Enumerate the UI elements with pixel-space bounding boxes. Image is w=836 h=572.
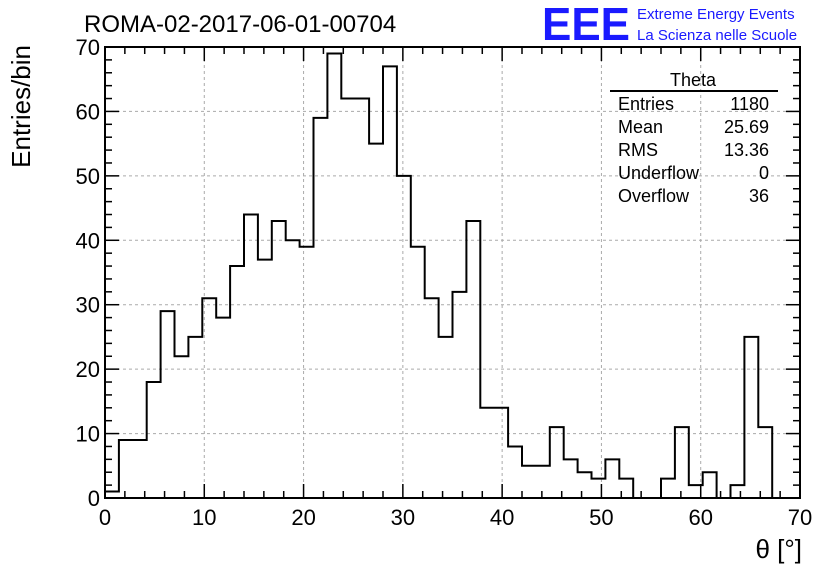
x-tick-label: 50 bbox=[589, 505, 613, 530]
histogram-bin bbox=[133, 440, 147, 498]
y-tick-label: 40 bbox=[76, 228, 100, 253]
histogram-bin bbox=[605, 459, 619, 498]
stats-title: Theta bbox=[670, 70, 717, 90]
chart-title: ROMA-02-2017-06-01-00704 bbox=[84, 11, 396, 38]
y-tick-label: 20 bbox=[76, 357, 100, 382]
histogram-bin bbox=[703, 472, 717, 498]
stats-value-rms: 13.36 bbox=[724, 140, 769, 160]
histogram-bin bbox=[188, 337, 202, 498]
histogram-bin bbox=[661, 479, 675, 498]
histogram-bin bbox=[230, 266, 244, 498]
stats-value-mean: 25.69 bbox=[724, 117, 769, 137]
histogram-bin bbox=[175, 356, 189, 498]
eee-logo: EEE Extreme Energy Events La Scienza nel… bbox=[542, 0, 797, 50]
stats-box: Theta Entries 1180 Mean 25.69 RMS 13.36 … bbox=[610, 70, 778, 206]
histogram-bin bbox=[731, 485, 745, 498]
histogram-bin bbox=[466, 221, 480, 498]
histogram-bin bbox=[300, 247, 314, 498]
histogram-bin bbox=[550, 427, 564, 498]
y-tick-label: 60 bbox=[76, 99, 100, 124]
y-tick-label: 70 bbox=[76, 35, 100, 60]
histogram-bin bbox=[592, 479, 606, 498]
y-tick-label: 50 bbox=[76, 164, 100, 189]
histogram-bin bbox=[216, 318, 230, 498]
x-tick-label: 70 bbox=[788, 505, 812, 530]
y-tick-label: 0 bbox=[88, 486, 100, 511]
logo-line-2: La Scienza nelle Scuole bbox=[637, 27, 797, 44]
logo-line-1: Extreme Energy Events bbox=[637, 6, 795, 23]
plot-frame bbox=[104, 46, 801, 499]
histogram-bin bbox=[411, 247, 425, 498]
histogram-bin bbox=[161, 311, 175, 498]
histogram-bins bbox=[105, 53, 772, 498]
stats-label-overflow: Overflow bbox=[618, 186, 690, 206]
histogram-bin bbox=[119, 440, 133, 498]
y-axis-title: Entries/bin bbox=[6, 45, 36, 168]
histogram-bin bbox=[147, 382, 161, 498]
histogram-outline bbox=[104, 52, 774, 499]
histogram-bin bbox=[744, 337, 758, 498]
histogram-bin bbox=[369, 144, 383, 498]
stats-label-rms: RMS bbox=[618, 140, 658, 160]
histogram-bin bbox=[675, 427, 689, 498]
histogram-bin bbox=[453, 292, 467, 498]
histogram-bin bbox=[578, 472, 592, 498]
histogram-bin bbox=[355, 99, 369, 498]
histogram-bin bbox=[272, 221, 286, 498]
histogram-bin bbox=[314, 118, 328, 498]
histogram-bin bbox=[494, 408, 508, 498]
stats-label-entries: Entries bbox=[618, 94, 674, 114]
axis-ticks: 0 10 20 30 40 50 60 70 0 10 20 30 40 50 60 70 bbox=[76, 35, 813, 530]
y-tick-label: 10 bbox=[76, 422, 100, 447]
histogram-bin bbox=[508, 446, 522, 498]
histogram-bin bbox=[425, 298, 439, 498]
histogram-bin bbox=[536, 466, 550, 498]
histogram-bin bbox=[258, 260, 272, 498]
histogram-bin bbox=[564, 459, 578, 498]
x-tick-label: 60 bbox=[688, 505, 712, 530]
x-axis-title: θ [°] bbox=[755, 534, 802, 564]
histogram-bin bbox=[480, 408, 494, 498]
histogram-bin bbox=[522, 466, 536, 498]
logo-mark: EEE bbox=[542, 0, 630, 50]
x-tick-label: 10 bbox=[192, 505, 216, 530]
histogram-bin bbox=[244, 215, 258, 498]
stats-label-mean: Mean bbox=[618, 117, 663, 137]
histogram-bin bbox=[397, 176, 411, 498]
x-tick-label: 30 bbox=[391, 505, 415, 530]
stats-value-entries: 1180 bbox=[730, 94, 769, 114]
histogram-bin bbox=[439, 337, 453, 498]
stats-label-underflow: Underflow bbox=[618, 163, 700, 183]
stats-value-overflow: 36 bbox=[749, 186, 769, 206]
stats-value-underflow: 0 bbox=[759, 163, 769, 183]
histogram-bin bbox=[341, 99, 355, 498]
histogram-bin bbox=[327, 53, 341, 498]
x-tick-label: 40 bbox=[490, 505, 514, 530]
x-tick-label: 20 bbox=[291, 505, 315, 530]
x-tick-label: 0 bbox=[99, 505, 111, 530]
grid-lines bbox=[105, 47, 800, 498]
histogram-bin bbox=[758, 427, 772, 498]
y-tick-label: 30 bbox=[76, 293, 100, 318]
